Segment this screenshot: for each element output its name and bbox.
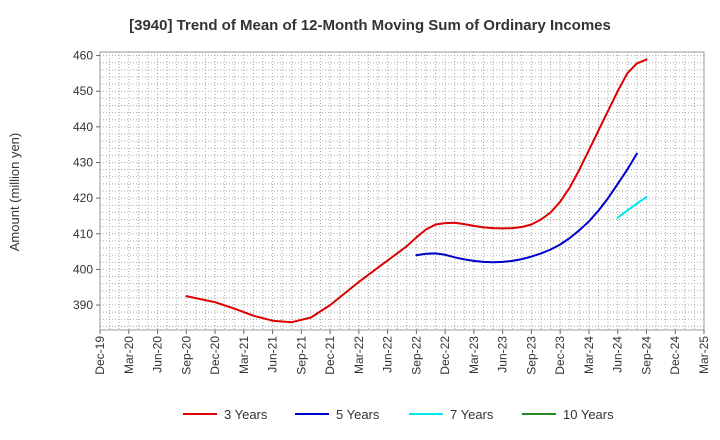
y-tick-label: 400	[73, 262, 93, 276]
y-tick-label: 450	[73, 84, 93, 98]
x-tick-label: Jun-24	[611, 336, 625, 373]
x-tick-label: Dec-24	[668, 336, 682, 375]
y-tick-label: 460	[73, 49, 93, 63]
x-axis-ticks: Dec-19 Mar-20 Jun-20 Sep-20 Dec-20 Mar-21 Jun-…	[93, 330, 711, 375]
y-tick-label: 440	[73, 120, 93, 134]
x-tick-label: Dec-19	[93, 336, 107, 375]
x-tick-label: Sep-24	[639, 336, 653, 375]
series-layer	[185, 58, 648, 324]
x-tick-label: Jun-21	[266, 336, 280, 373]
x-tick-label: Sep-23	[524, 336, 538, 375]
x-tick-label: Dec-22	[438, 336, 452, 375]
series-line-7-years	[616, 196, 648, 219]
y-tick-label: 420	[73, 191, 93, 205]
x-tick-label: Sep-20	[179, 336, 193, 375]
x-tick-label: Jun-22	[381, 336, 395, 373]
x-tick-label: Sep-22	[409, 336, 423, 375]
legend-label: 7 Years	[450, 407, 494, 422]
x-tick-label: Dec-21	[323, 336, 337, 375]
x-tick-label: Dec-23	[553, 336, 567, 375]
x-tick-label: Mar-25	[697, 336, 711, 374]
y-axis-ticks: 390 400 410 420 430 440 450 460	[73, 49, 100, 312]
y-axis-label: Amount (million yen)	[7, 133, 22, 252]
x-tick-label: Mar-20	[122, 336, 136, 374]
x-tick-label: Sep-21	[294, 336, 308, 375]
legend: 3 Years 5 Years 7 Years 10 Years	[183, 407, 614, 422]
y-tick-label: 410	[73, 227, 93, 241]
x-tick-label: Dec-20	[208, 336, 222, 375]
grid-layer	[100, 52, 704, 330]
legend-label: 3 Years	[224, 407, 268, 422]
x-tick-label: Mar-21	[237, 336, 251, 374]
x-tick-label: Jun-23	[496, 336, 510, 373]
legend-label: 5 Years	[336, 407, 380, 422]
series-line-3-years	[185, 58, 648, 324]
y-tick-label: 390	[73, 298, 93, 312]
legend-label: 10 Years	[563, 407, 614, 422]
x-tick-label: Mar-24	[582, 336, 596, 374]
y-tick-label: 430	[73, 155, 93, 169]
x-tick-label: Mar-22	[352, 336, 366, 374]
x-tick-label: Jun-20	[151, 336, 165, 373]
series-line-5-years	[415, 152, 638, 264]
x-tick-label: Mar-23	[467, 336, 481, 374]
plot-frame	[99, 51, 705, 331]
chart-title: [3940] Trend of Mean of 12-Month Moving …	[129, 17, 611, 34]
